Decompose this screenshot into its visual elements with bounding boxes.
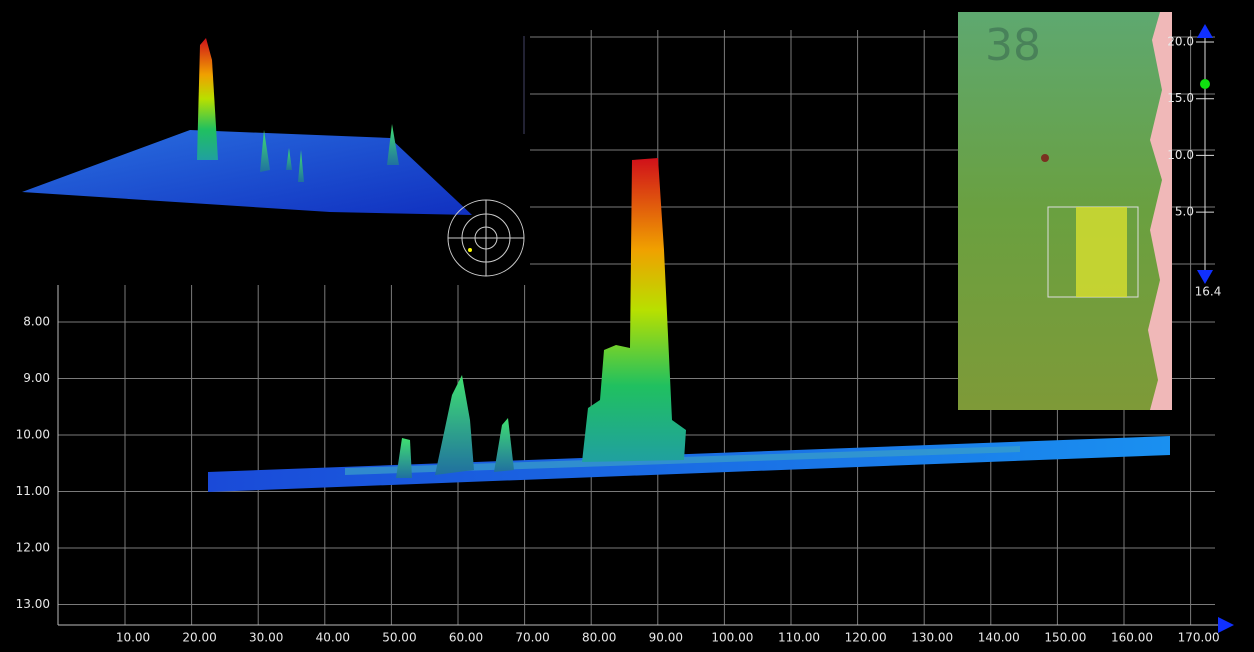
y-tick-label: 9.00 (23, 371, 50, 385)
x-tick-label: 170.00 (1178, 631, 1220, 645)
x-tick-label: 150.00 (1044, 631, 1086, 645)
x-tick-label: 40.00 (316, 631, 350, 645)
x-tick-label: 110.00 (778, 631, 820, 645)
x-tick-label: 50.00 (382, 631, 416, 645)
y-tick-label: 8.00 (23, 315, 50, 329)
slider-value: 16.4 (1195, 285, 1222, 299)
x-tick-label: 10.00 (116, 631, 150, 645)
x-tick-label: 100.00 (711, 631, 753, 645)
x-tick-label: 140.00 (978, 631, 1020, 645)
y-tick-label: 13.00 (16, 597, 50, 611)
slider-label: 15.0 (1167, 91, 1194, 105)
x-tick-label: 60.00 (449, 631, 483, 645)
y-tick-label: 11.00 (16, 484, 50, 498)
x-tick-label: 160.00 (1111, 631, 1153, 645)
slider-label: 10.0 (1167, 148, 1194, 162)
slider-label: 20.0 (1167, 35, 1194, 49)
slider-label: 5.0 (1175, 205, 1194, 219)
x-tick-label: 120.00 (845, 631, 887, 645)
tile-label: 38 (985, 20, 1041, 71)
viewer: 38 16.4 20.0 15.0 10.0 5.0 8.00 9.00 10.00 11.… (0, 0, 1254, 652)
x-tick-label: 70.00 (515, 631, 549, 645)
x-tick-label: 130.00 (911, 631, 953, 645)
y-tick-label: 12.00 (16, 541, 50, 555)
overview-3d (0, 0, 530, 284)
x-tick-label: 80.00 (582, 631, 616, 645)
map-inset: 38 (958, 12, 1172, 410)
x-tick-label: 20.00 (182, 631, 216, 645)
x-tick-label: 90.00 (649, 631, 683, 645)
depth-slider[interactable]: 16.4 20.0 15.0 10.0 5.0 (1167, 24, 1221, 299)
y-tick-label: 10.00 (16, 428, 50, 442)
x-tick-label: 30.00 (249, 631, 283, 645)
